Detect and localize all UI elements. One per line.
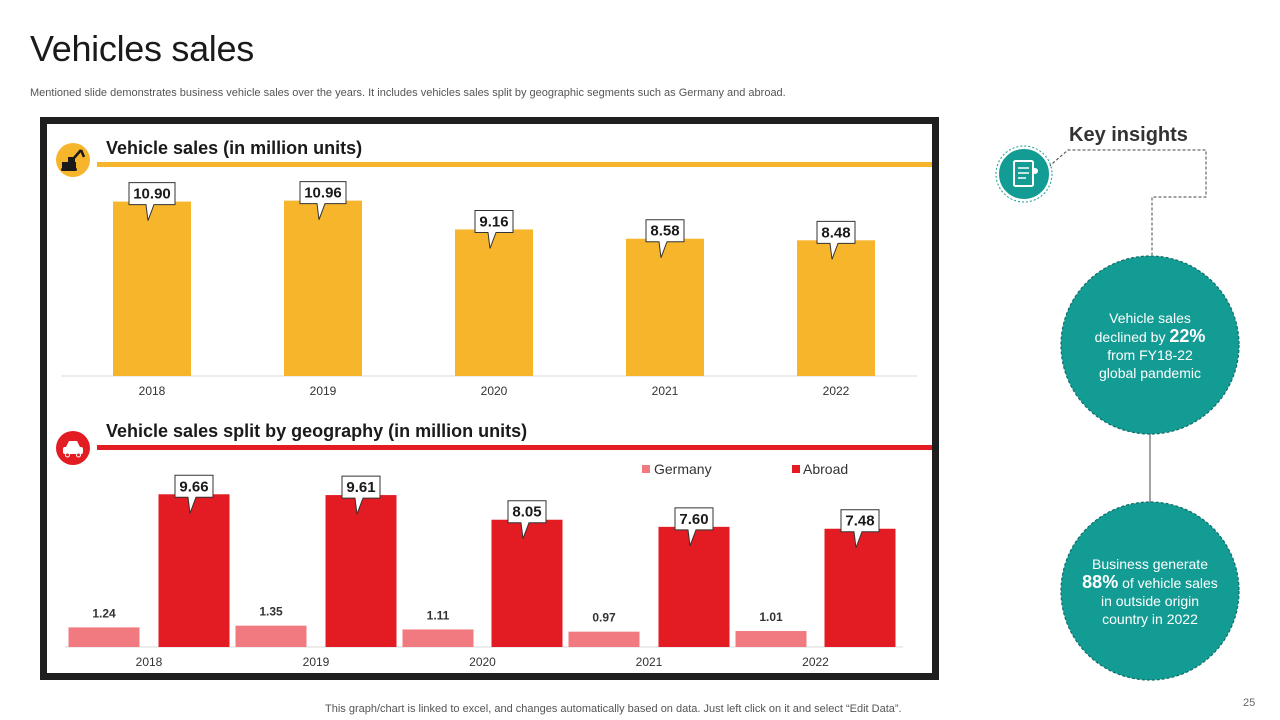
insight-2-text: Business generate 88% of vehicle sales i… (1075, 555, 1225, 628)
chart2-label-germany-2018: 1.24 (92, 606, 116, 620)
chart1-label-2022: 8.48 (816, 220, 856, 260)
page-title: Vehicles sales (30, 28, 254, 69)
chart1-label-2019: 10.96 (299, 181, 347, 220)
chart2-label-abroad-2018: 9.66 (174, 474, 214, 514)
insight-circle-2 (1060, 501, 1240, 681)
chart1-label-2018: 10.90 (128, 182, 176, 221)
legend-label-abroad: Abroad (803, 461, 848, 477)
chart2-xtick-2021: 2021 (636, 655, 663, 669)
chart1-plot: 10.90 2018 10.96 2019 9.16 2020 8.58 2021 8.48 20… (113, 181, 875, 398)
chart2-label-germany-2021: 0.97 (592, 611, 616, 625)
insight-1-text: Vehicle sales declined by 22% from FY18-… (1075, 309, 1225, 382)
insight-1-line2: declined by 22% (1094, 326, 1206, 346)
chart1-bar-2020 (455, 229, 533, 376)
chart1-xtick-2018: 2018 (139, 384, 166, 398)
page-number: 25 (1243, 697, 1256, 709)
chart1-label-2021-text: 8.58 (650, 223, 679, 240)
insight-1-value: 22% (1169, 326, 1206, 346)
chart1-bar-2022 (797, 240, 875, 376)
chart2-xtick-2018: 2018 (136, 655, 163, 669)
chart2-bar-germany-2018 (68, 627, 140, 647)
chart1-label-2020-text: 9.16 (479, 213, 508, 230)
chart2-label-abroad-2021-text: 7.60 (679, 511, 708, 528)
chart2-label-abroad-2022-text: 7.48 (845, 513, 874, 530)
chart1-label-2018-text: 10.90 (133, 186, 171, 203)
chart2-label-abroad-2021: 7.60 (674, 507, 714, 547)
chart2-bar-abroad-2019 (325, 495, 397, 647)
excavator-icon (56, 143, 90, 177)
charts-canvas[interactable]: Vehicle sales (in million units) 10.90 20… (47, 124, 932, 673)
chart2-label-germany-2019: 1.35 (259, 605, 283, 619)
chart2-bar-abroad-2018 (158, 494, 230, 647)
insight-circle-1 (1060, 255, 1240, 435)
chart2-plot: 1.24 9.66 2018 1.35 9.61 2019 1.11 8.05 2020 0.97… (68, 474, 896, 669)
insight-2-line2: 88% of vehicle sales (1082, 572, 1218, 592)
chart2-label-abroad-2018-text: 9.66 (179, 478, 208, 495)
chart2-label-abroad-2019: 9.61 (341, 475, 381, 515)
page-subtitle: Mentioned slide demonstrates business ve… (30, 87, 786, 99)
chart2-bar-abroad-2022 (824, 528, 896, 647)
chart1-label-2020: 9.16 (474, 209, 514, 249)
chart1-bar-2018 (113, 201, 191, 376)
chart1-label-2019-text: 10.96 (304, 185, 342, 202)
insight-2-line1: Business generate (1092, 556, 1208, 572)
chart2-label-germany-2020: 1.11 (427, 608, 450, 622)
car-icon (56, 431, 90, 465)
chart2-label-germany-2022: 1.01 (759, 610, 783, 624)
footnote: This graph/chart is linked to excel, and… (325, 703, 902, 715)
chart1-xtick-2020: 2020 (481, 384, 508, 398)
chart1-label-2021: 8.58 (645, 219, 685, 258)
chart1-xtick-2019: 2019 (310, 384, 337, 398)
chart1-label-2022-text: 8.48 (821, 224, 850, 241)
charts-frame: Vehicle sales (in million units) 10.90 20… (40, 117, 939, 680)
chart1-title: Vehicle sales (in million units) (106, 138, 362, 158)
insight-2-line4: country in 2022 (1102, 611, 1198, 627)
chart2-bar-germany-2022 (735, 631, 807, 647)
insight-2-line3: in outside origin (1100, 593, 1200, 609)
chart2-header-line (97, 445, 932, 450)
legend-swatch-germany (642, 465, 650, 473)
insights-title: Key insights (1069, 124, 1188, 146)
chart2-xtick-2020: 2020 (469, 655, 496, 669)
chart1-xtick-2021: 2021 (652, 384, 679, 398)
chart1-xtick-2022: 2022 (823, 384, 850, 398)
chart2-label-abroad-2022: 7.48 (840, 509, 880, 548)
chart2-bar-abroad-2021 (658, 526, 730, 647)
chart2-xtick-2019: 2019 (303, 655, 330, 669)
insight-1-line3: from FY18-22 (1107, 347, 1193, 363)
insight-2-value: 88% (1082, 572, 1119, 592)
chart2-bar-germany-2019 (235, 625, 307, 647)
legend-swatch-abroad (792, 465, 800, 473)
insight-1-line4: global pandemic (1099, 365, 1201, 381)
chart2-bar-germany-2021 (568, 631, 640, 647)
insight-1-line1: Vehicle sales (1109, 310, 1191, 326)
chart2-label-abroad-2020-text: 8.05 (512, 504, 541, 521)
chart1-header-line (97, 162, 932, 167)
chart2-header: Vehicle sales split by geography (in mil… (56, 421, 932, 465)
chart2-bar-abroad-2020 (491, 519, 563, 647)
legend-label-germany: Germany (654, 461, 712, 477)
insights-connector-dashed (1044, 149, 1207, 255)
chart1-bar-2019 (284, 200, 362, 376)
chart2-title: Vehicle sales split by geography (in mil… (106, 421, 527, 441)
notebook-icon (995, 145, 1053, 203)
chart2-bar-germany-2020 (402, 629, 474, 647)
chart1-bar-2021 (626, 238, 704, 376)
chart2-xtick-2022: 2022 (802, 655, 829, 669)
chart1-header: Vehicle sales (in million units) (56, 138, 932, 177)
chart2-label-abroad-2020: 8.05 (507, 500, 547, 539)
chart2-label-abroad-2019-text: 9.61 (346, 479, 375, 496)
insights-connectors (995, 145, 1240, 681)
chart2-legend: Germany Abroad (642, 461, 848, 477)
